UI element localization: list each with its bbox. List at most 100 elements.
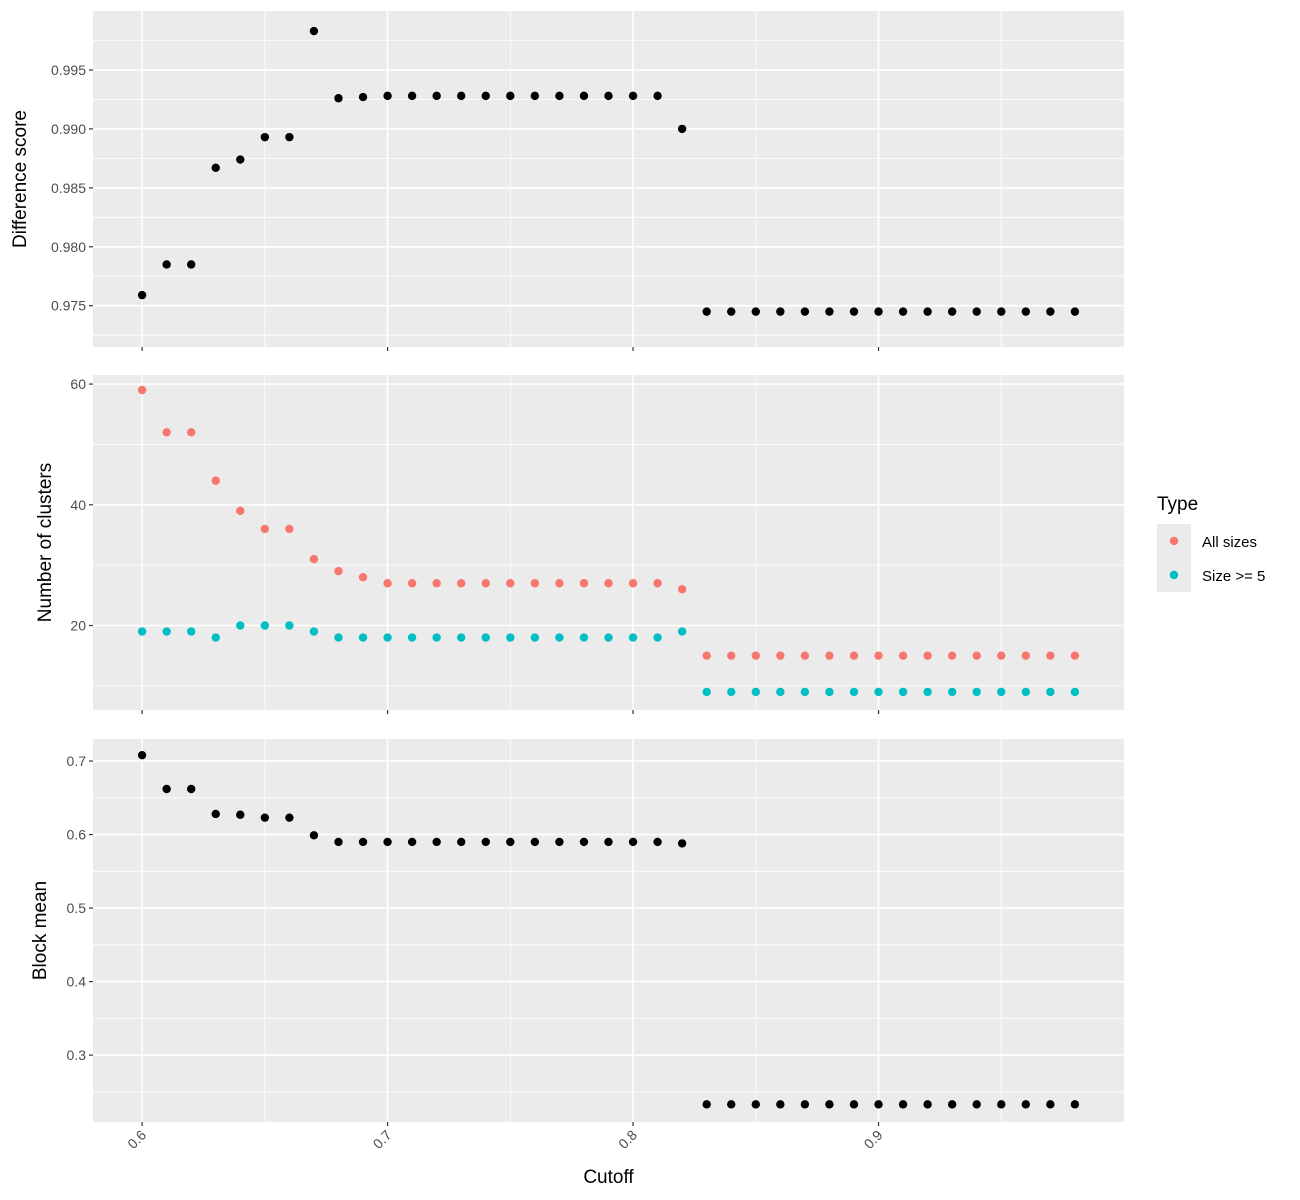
data-point bbox=[530, 837, 540, 847]
data-point bbox=[727, 307, 736, 316]
data-point-all-sizes bbox=[825, 651, 834, 660]
data-point bbox=[407, 91, 417, 101]
data-point bbox=[530, 91, 540, 101]
data-point-all-sizes bbox=[555, 579, 564, 588]
data-point-size-5 bbox=[383, 633, 392, 642]
data-point-all-sizes bbox=[947, 651, 957, 660]
data-point-all-sizes bbox=[628, 579, 638, 588]
data-point bbox=[555, 91, 564, 101]
data-point bbox=[162, 784, 171, 794]
data-point bbox=[309, 831, 319, 840]
data-point bbox=[260, 813, 270, 822]
data-point-all-sizes bbox=[874, 651, 883, 660]
legend-dot-size-5 bbox=[1169, 570, 1179, 580]
data-point-all-sizes bbox=[751, 651, 760, 660]
y-tick-label: 0.980 bbox=[51, 239, 86, 255]
data-point-all-sizes bbox=[334, 566, 343, 576]
data-point bbox=[677, 839, 687, 848]
data-point-all-sizes bbox=[997, 651, 1006, 660]
data-point bbox=[137, 750, 147, 760]
data-point bbox=[162, 260, 171, 269]
data-point bbox=[947, 307, 957, 316]
legend-label-all-sizes: All sizes bbox=[1202, 534, 1257, 551]
y-tick-label: 0.990 bbox=[51, 121, 86, 137]
data-point bbox=[211, 809, 220, 819]
y-tick-label: 40 bbox=[70, 497, 86, 513]
y-tick-label: 0.4 bbox=[67, 974, 87, 990]
data-point-size-5 bbox=[727, 687, 736, 697]
data-point bbox=[309, 26, 319, 36]
data-point bbox=[628, 837, 638, 847]
data-point bbox=[383, 91, 392, 101]
panel-background bbox=[93, 739, 1124, 1122]
data-point bbox=[849, 1100, 859, 1109]
data-point-all-sizes bbox=[677, 585, 687, 594]
data-point bbox=[579, 837, 589, 847]
data-point-all-sizes bbox=[137, 385, 147, 395]
y-tick-label: 0.5 bbox=[67, 900, 87, 916]
data-point-all-sizes bbox=[211, 476, 220, 485]
data-point-size-5 bbox=[260, 621, 270, 630]
data-point-all-sizes bbox=[579, 579, 589, 588]
x-tick-label: 0.6 bbox=[124, 1127, 149, 1152]
data-point bbox=[997, 307, 1006, 316]
data-point-size-5 bbox=[1070, 687, 1080, 697]
data-point-size-5 bbox=[604, 633, 613, 642]
panel-background bbox=[93, 375, 1124, 710]
data-point-all-sizes bbox=[457, 579, 466, 588]
x-tick-label: 0.8 bbox=[615, 1127, 640, 1152]
data-point-size-5 bbox=[457, 633, 466, 642]
panel-2: 20 40 60 Number of clusters bbox=[35, 375, 1124, 714]
data-point bbox=[898, 1100, 908, 1109]
data-point bbox=[604, 91, 613, 101]
data-point-all-sizes bbox=[506, 579, 515, 588]
data-point-all-sizes bbox=[1021, 651, 1031, 660]
data-point bbox=[1070, 1100, 1080, 1109]
x-tick-label: 0.7 bbox=[370, 1127, 395, 1152]
data-point-size-5 bbox=[1021, 687, 1031, 697]
data-point-all-sizes bbox=[358, 573, 368, 582]
data-point-all-sizes bbox=[604, 579, 613, 588]
data-point bbox=[800, 307, 810, 316]
data-point-size-5 bbox=[751, 687, 760, 697]
data-point-all-sizes bbox=[186, 428, 196, 437]
data-point bbox=[137, 290, 147, 300]
y-axis-title: Number of clusters bbox=[35, 463, 56, 622]
data-point-all-sizes bbox=[236, 506, 245, 516]
data-point bbox=[260, 132, 270, 142]
data-point bbox=[874, 307, 883, 316]
data-point-all-sizes bbox=[727, 651, 736, 660]
data-point-size-5 bbox=[285, 621, 294, 630]
data-point-size-5 bbox=[874, 687, 883, 697]
data-point bbox=[972, 1100, 981, 1109]
x-axis-title: Cutoff bbox=[583, 1167, 634, 1188]
data-point bbox=[1070, 307, 1080, 316]
data-point bbox=[358, 92, 368, 102]
data-point-all-sizes bbox=[407, 579, 417, 588]
data-point-size-5 bbox=[407, 633, 417, 642]
data-point bbox=[874, 1100, 883, 1109]
data-point bbox=[1046, 307, 1055, 316]
data-point bbox=[481, 91, 490, 101]
data-point-size-5 bbox=[530, 633, 540, 642]
data-point-size-5 bbox=[972, 687, 981, 697]
data-point bbox=[751, 307, 760, 316]
data-point-size-5 bbox=[506, 633, 515, 642]
data-point-size-5 bbox=[236, 621, 245, 630]
data-point bbox=[751, 1100, 760, 1109]
data-point-all-sizes bbox=[923, 651, 932, 660]
legend-dot-all-sizes bbox=[1169, 536, 1179, 546]
data-point-size-5 bbox=[776, 687, 785, 697]
data-point-all-sizes bbox=[800, 651, 810, 660]
data-point-all-sizes bbox=[653, 579, 662, 588]
y-tick-label: 0.3 bbox=[67, 1047, 87, 1063]
data-point bbox=[1046, 1100, 1055, 1109]
data-point bbox=[285, 813, 294, 822]
data-point-all-sizes bbox=[849, 651, 859, 660]
data-point-all-sizes bbox=[162, 428, 171, 437]
y-tick-label: 0.7 bbox=[67, 753, 87, 769]
data-point bbox=[825, 307, 834, 316]
data-point bbox=[579, 91, 589, 101]
data-point bbox=[702, 1100, 711, 1109]
data-point bbox=[972, 307, 981, 316]
